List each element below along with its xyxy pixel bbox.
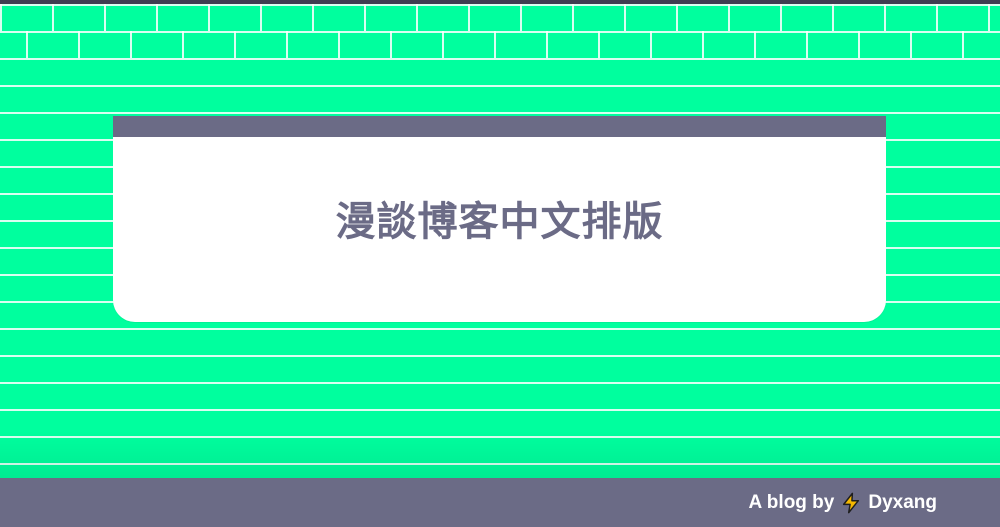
footer-bar: A blog by Dyxang xyxy=(0,478,1000,527)
lightning-icon xyxy=(843,492,860,514)
footer-author: Dyxang xyxy=(868,492,937,513)
title-card-bar xyxy=(113,116,886,137)
brick-wall-background xyxy=(0,4,1000,478)
footer-prefix: A blog by xyxy=(748,492,835,513)
post-title: 漫談博客中文排版 xyxy=(335,199,664,245)
title-card: 漫談博客中文排版 xyxy=(113,116,886,322)
top-edge xyxy=(0,0,1000,4)
footer-credit: A blog by Dyxang xyxy=(749,492,937,514)
